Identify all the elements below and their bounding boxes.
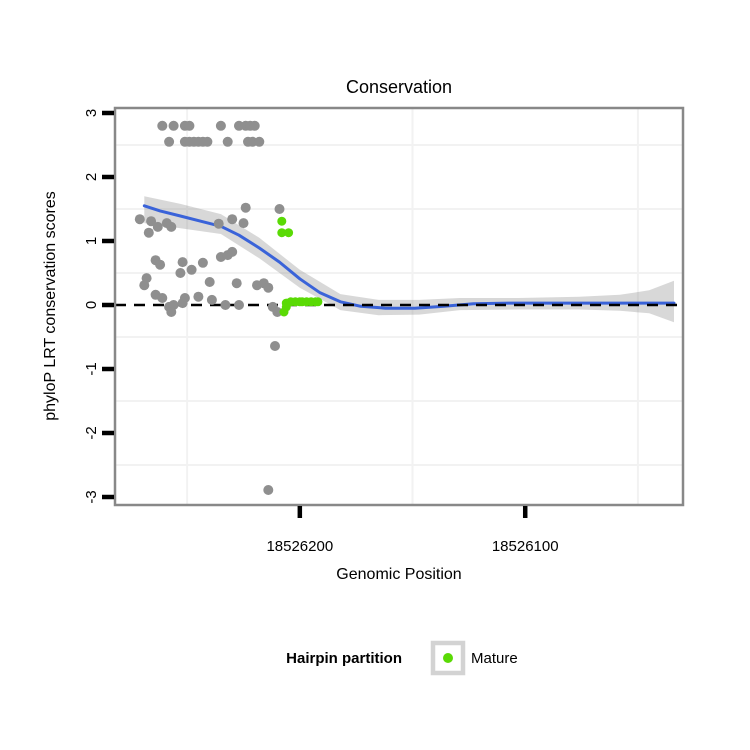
data-point-other bbox=[215, 120, 226, 131]
panel-border bbox=[113, 106, 685, 507]
data-point-other bbox=[134, 214, 145, 225]
data-point-other bbox=[179, 293, 190, 303]
data-point-other bbox=[263, 282, 274, 293]
data-point-mature bbox=[277, 228, 287, 238]
data-point-mature bbox=[284, 228, 294, 238]
data-point-other bbox=[166, 307, 177, 317]
data-point-other bbox=[184, 120, 195, 131]
axis-tick-labels: 18526200 18526100 3 2 1 0 -1 -2 -3 bbox=[83, 109, 559, 555]
data-point-other bbox=[175, 268, 186, 278]
x-tick-label: 18526200 bbox=[266, 538, 333, 555]
smooth-line bbox=[142, 204, 676, 310]
y-tick-label: -3 bbox=[83, 490, 100, 503]
data-point-other bbox=[206, 294, 217, 305]
data-point-other bbox=[270, 341, 280, 351]
y-tick-label: 0 bbox=[83, 301, 100, 309]
x-tick-label: 18526100 bbox=[492, 538, 559, 555]
data-points bbox=[134, 120, 323, 495]
y-tick-label: 3 bbox=[83, 109, 100, 117]
data-point-other bbox=[249, 120, 260, 131]
data-point-other bbox=[222, 136, 233, 147]
data-point-other bbox=[193, 291, 204, 302]
data-point-other bbox=[146, 216, 157, 227]
y-tick-label: -2 bbox=[83, 426, 100, 439]
gridlines bbox=[115, 108, 683, 505]
x-axis-label: Genomic Position bbox=[336, 566, 461, 583]
legend-label-mature: Mature bbox=[471, 650, 518, 667]
confidence-band bbox=[144, 196, 675, 323]
data-point-other bbox=[157, 293, 168, 303]
data-point-other bbox=[234, 300, 244, 310]
data-point-other bbox=[166, 221, 177, 232]
data-point-other bbox=[263, 485, 274, 495]
smooth-line-path bbox=[142, 204, 676, 310]
data-point-other bbox=[143, 227, 154, 238]
data-point-other bbox=[157, 120, 168, 131]
data-point-other bbox=[213, 218, 224, 229]
data-point-other bbox=[274, 204, 285, 214]
y-tick-label: 2 bbox=[83, 173, 100, 181]
y-axis-label: phyloP LRT conservation scores bbox=[42, 191, 59, 420]
data-point-other bbox=[231, 278, 242, 289]
data-point-other bbox=[227, 246, 238, 257]
data-point-other bbox=[177, 257, 188, 268]
y-tick-label: -1 bbox=[83, 362, 100, 375]
data-point-other bbox=[164, 136, 175, 147]
data-point-other bbox=[152, 221, 163, 232]
data-point-other bbox=[254, 136, 265, 147]
data-point-other bbox=[240, 202, 251, 213]
data-point-other bbox=[202, 136, 213, 147]
data-point-other bbox=[197, 257, 208, 268]
data-point-other bbox=[168, 120, 179, 131]
data-point-other bbox=[204, 277, 215, 287]
data-point-other bbox=[155, 259, 166, 270]
data-point-other bbox=[238, 218, 249, 229]
data-point-other bbox=[139, 280, 150, 291]
y-tick-label: 1 bbox=[83, 237, 100, 245]
data-point-other bbox=[220, 300, 231, 310]
data-point-other bbox=[272, 307, 283, 317]
legend-title: Hairpin partition bbox=[286, 650, 402, 667]
data-point-other bbox=[227, 214, 238, 225]
confidence-band-area bbox=[144, 196, 675, 323]
legend: Hairpin partition Mature bbox=[286, 640, 518, 676]
legend-key-mature-dot bbox=[443, 653, 453, 663]
chart-title: Conservation bbox=[346, 77, 452, 97]
axis-ticks bbox=[102, 110, 528, 518]
data-point-other bbox=[186, 264, 197, 275]
data-point-mature bbox=[277, 216, 287, 226]
data-point-mature bbox=[313, 297, 323, 307]
